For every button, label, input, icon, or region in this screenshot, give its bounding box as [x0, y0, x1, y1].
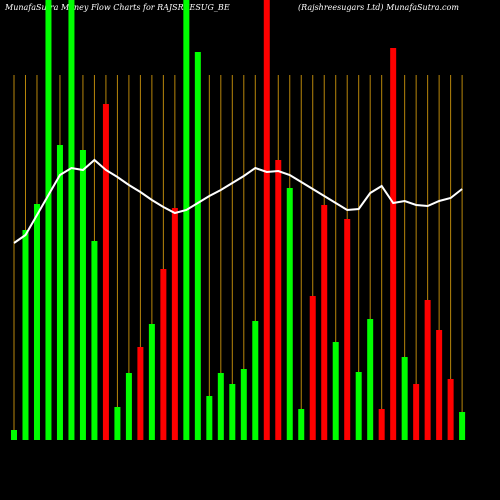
bar — [91, 241, 98, 440]
bar — [206, 396, 213, 440]
chart-title: MunafaSutra Money Flow Charts for RAJSRE… — [4, 3, 230, 12]
bar — [33, 204, 40, 440]
bar — [263, 0, 270, 440]
plot — [11, 0, 466, 440]
bar — [125, 373, 132, 440]
chart-subtitle: (Rajshreesugars Ltd) MunafaSutra.com — [298, 3, 459, 12]
bar — [447, 379, 454, 440]
bar — [413, 384, 420, 440]
bar — [11, 430, 17, 440]
bar — [160, 269, 167, 440]
bar — [298, 409, 305, 440]
bar — [321, 205, 328, 440]
bar — [22, 230, 29, 440]
bar — [148, 324, 155, 440]
bar — [56, 145, 63, 440]
bar — [459, 412, 466, 440]
trend-line — [13, 158, 463, 244]
bar — [286, 188, 293, 440]
bar — [355, 372, 362, 440]
bar — [378, 409, 385, 440]
bar — [137, 347, 144, 440]
bar — [79, 150, 86, 440]
bar — [229, 384, 236, 440]
bar — [45, 0, 52, 440]
bar — [424, 300, 431, 440]
bar — [217, 373, 224, 440]
bar — [332, 342, 339, 440]
bar — [367, 319, 374, 440]
bar — [252, 321, 259, 440]
bar — [194, 52, 201, 440]
bar — [114, 407, 121, 440]
bar — [344, 219, 351, 440]
bar — [401, 357, 408, 440]
bar — [183, 0, 190, 440]
bar — [309, 296, 316, 440]
bar — [68, 0, 75, 440]
bar — [275, 160, 282, 440]
bar — [240, 369, 247, 440]
bar — [390, 48, 397, 440]
bar — [171, 208, 178, 440]
bar — [102, 104, 109, 440]
bar — [436, 330, 443, 440]
